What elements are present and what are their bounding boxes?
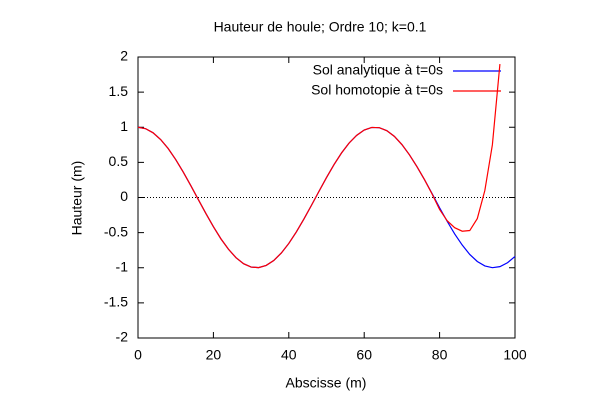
x-tick-label: 100 [503,347,527,363]
x-tick-label: 0 [134,347,142,363]
y-tick-label: 2 [120,48,128,64]
y-tick-label: 1.5 [109,83,129,99]
chart-title: Hauteur de houle; Ordre 10; k=0.1 [214,19,427,35]
y-axis-label: Hauteur (m) [69,161,85,236]
x-tick-label: 40 [281,347,297,363]
legend-label: Sol homotopie à t=0s [311,82,443,98]
x-tick-label: 80 [432,347,448,363]
legend-label: Sol analytique à t=0s [313,62,443,78]
y-tick-label: 1 [120,118,128,134]
x-axis-label: Abscisse (m) [286,375,367,391]
y-tick-label: -2 [116,329,129,345]
x-tick-label: 60 [356,347,372,363]
y-tick-label: -1 [116,258,129,274]
y-tick-label: 0.5 [109,153,129,169]
y-tick-label: -1.5 [104,294,128,310]
series-line [137,126,516,269]
plot-frame [137,56,516,339]
series-line [137,63,501,269]
x-tick-label: 20 [206,347,222,363]
y-tick-label: -0.5 [104,223,128,239]
y-tick-label: 0 [120,188,128,204]
